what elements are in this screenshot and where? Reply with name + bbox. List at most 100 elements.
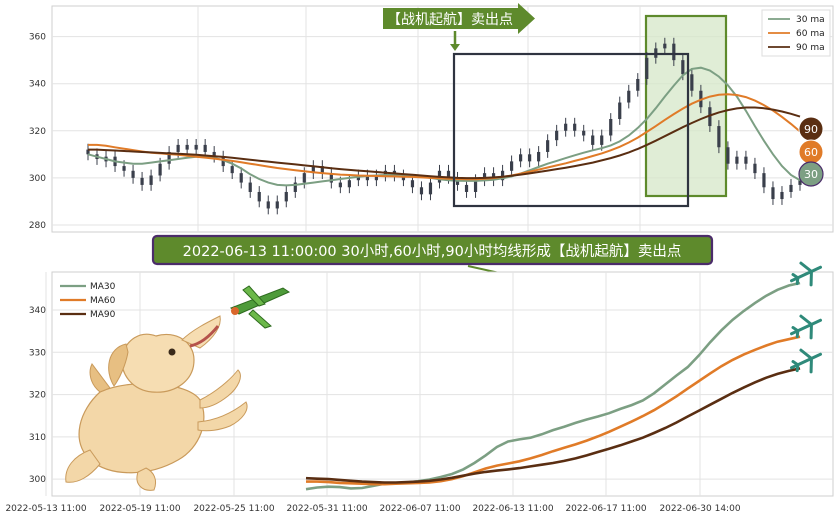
callout-pointer-head (450, 44, 460, 51)
legend-label-90ma: 90 ma (796, 43, 825, 53)
puppy-front-leg-2 (197, 401, 248, 432)
bottom-y-tick-label: 310 (29, 433, 46, 443)
callout-label: 【战机起航】卖出点 (387, 12, 513, 28)
candle (86, 143, 90, 161)
candle (266, 195, 270, 215)
bottom-y-tick-label: 300 (29, 475, 46, 485)
bottom-y-ticks: 300 310 320 330 340 (29, 306, 46, 485)
badge-30-circle (798, 161, 824, 187)
bottom-x-tick-label: 2022-06-17 11:00 (565, 504, 646, 514)
badge-90-label: 90 (804, 123, 818, 136)
puppy-snout (181, 315, 221, 349)
candle (140, 171, 144, 191)
top-gridlines (52, 6, 833, 232)
top-line-ma90 (88, 106, 801, 180)
top-legend: 30 ma 60 ma 90 ma (761, 9, 831, 57)
top-ma-lines (87, 66, 801, 187)
candle (500, 164, 505, 187)
candle (753, 157, 757, 180)
candle (185, 139, 189, 156)
puppy-mouth (189, 325, 220, 348)
candle (762, 167, 766, 194)
bottom-x-tick-label: 2022-06-30 14:00 (659, 504, 740, 514)
top-y-tick-label: 280 (29, 221, 46, 231)
banner-box (151, 234, 714, 266)
toy-plane-icon (229, 285, 291, 329)
ma-end-badges: 90 60 30 (798, 116, 824, 187)
candle (509, 155, 514, 177)
bottom-ma-lines (305, 281, 801, 491)
candle (555, 124, 559, 147)
top-y-tick-label: 300 (29, 174, 46, 184)
legend-label-MA30: MA30 (90, 282, 116, 292)
legend-label-30ma: 30 ma (796, 15, 825, 25)
top-y-tick-label: 360 (29, 33, 46, 43)
candle (428, 176, 433, 201)
bottom-line-ma60 (306, 335, 801, 486)
bottom-x-ticks: 2022-05-13 11:00 2022-05-19 11:00 2022-05-… (5, 504, 740, 514)
candle (194, 139, 198, 156)
candle (356, 169, 360, 187)
toy-plane-nose (231, 307, 239, 315)
puppy-illustration (65, 315, 248, 491)
candle (419, 181, 424, 201)
candle (365, 169, 369, 187)
badge-60-label: 60 (804, 146, 818, 159)
bottom-x-tick-label: 2022-05-25 11:00 (193, 504, 274, 514)
candle (780, 186, 784, 205)
bottom-x-tick-label: 2022-06-13 11:00 (472, 504, 553, 514)
top-line-ma60 (88, 93, 801, 181)
candle (212, 146, 216, 163)
puppy-hind-leg (65, 449, 101, 483)
candle (672, 37, 676, 67)
candle (528, 148, 532, 168)
airplane-icon-ma60 (789, 314, 823, 340)
bottom-x-tick-label: 2022-06-07 11:00 (379, 504, 460, 514)
puppy-front-leg (199, 369, 241, 409)
top-y-tick-label: 340 (29, 80, 46, 90)
candle (311, 160, 315, 180)
sell-point-callout: 【战机起航】卖出点 (383, 3, 535, 51)
badge-30-label: 30 (804, 168, 818, 181)
toy-plane-wing-2 (248, 309, 272, 329)
candle (726, 141, 730, 170)
bottom-x-tick-label: 2022-05-13 11:00 (5, 504, 86, 514)
puppy-eye (168, 348, 176, 356)
candle (717, 120, 721, 154)
candle (708, 101, 712, 132)
puppy-head (121, 333, 195, 393)
candle (248, 176, 252, 198)
candle (257, 186, 261, 208)
candle (482, 167, 487, 187)
candle (744, 150, 748, 170)
bottom-x-tick-label: 2022-05-19 11:00 (99, 504, 180, 514)
bottom-y-tick-label: 320 (29, 391, 46, 401)
candle (519, 148, 523, 168)
bottom-y-tick-label: 330 (29, 348, 46, 358)
candle (167, 146, 171, 170)
puppy-paw (136, 467, 157, 491)
toy-plane-wing (242, 285, 266, 307)
candle (149, 169, 153, 191)
candle (546, 134, 550, 158)
candle (618, 96, 622, 125)
airplane-icon-ma90 (789, 348, 823, 374)
bottom-line-ma90 (305, 367, 801, 484)
candle (329, 167, 333, 189)
airplane-icon-ma30 (789, 261, 823, 287)
candle (239, 167, 243, 189)
top-y-tick-label: 320 (29, 127, 46, 137)
candle (789, 179, 793, 198)
top-chart: 280 300 320 340 360 【战机起航】卖出点 30 ma 60 ma 90… (29, 3, 834, 233)
banner-text: 2022-06-13 11:00:00 30小时,60小时,90小时均线形成【战… (183, 243, 682, 260)
bottom-y-tick-label: 340 (29, 306, 46, 316)
bottom-x-tick-label: 2022-05-31 11:00 (286, 504, 367, 514)
candle (573, 117, 577, 137)
candle (690, 68, 694, 97)
candle (636, 73, 640, 97)
legend-label-MA60: MA60 (90, 296, 116, 306)
callout-arrow-shape (383, 3, 535, 34)
candle (564, 117, 568, 137)
candle (464, 179, 469, 198)
